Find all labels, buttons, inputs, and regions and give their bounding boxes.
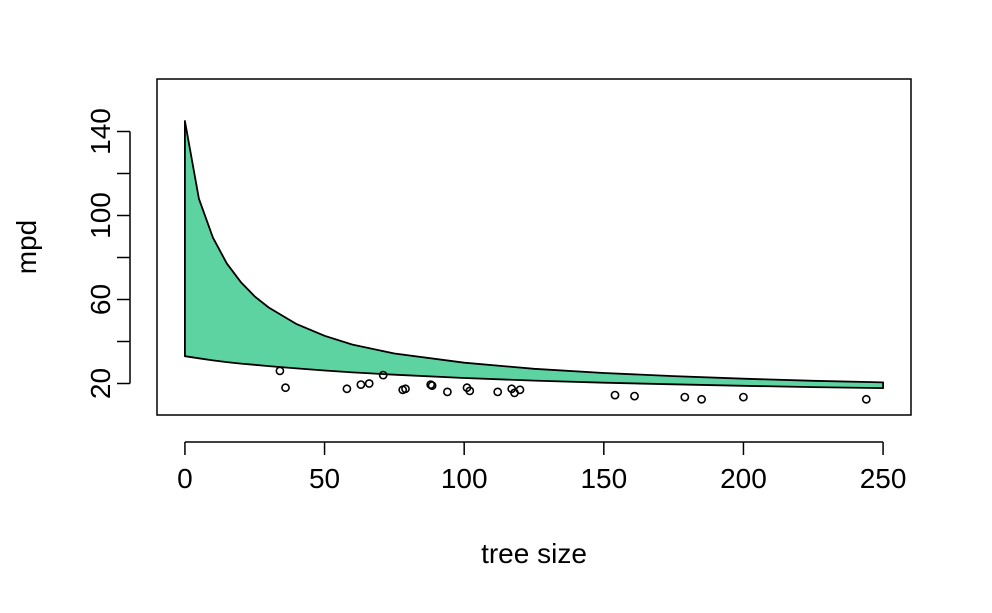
x-tick-label: 100: [441, 463, 488, 494]
data-point: [515, 385, 525, 395]
plot-frame: [156, 78, 912, 416]
data-point: [281, 383, 290, 393]
data-point: [680, 392, 690, 402]
data-point: [378, 370, 388, 380]
data-point: [739, 392, 748, 402]
data-point: [364, 379, 374, 388]
y-tick-label: 60: [85, 284, 116, 315]
data-point: [697, 394, 706, 404]
y-axis-label: mpd: [11, 220, 42, 274]
x-tick-label: 200: [720, 463, 767, 494]
axes-layer: 0 50 100 150 200 250 20 60 100 140: [85, 108, 906, 494]
data-point: [275, 366, 285, 376]
data-point: [465, 386, 475, 396]
data-point: [342, 384, 352, 394]
data-point: [610, 390, 620, 400]
data-point: [401, 384, 410, 394]
data-point: [630, 391, 639, 401]
y-tick-label: 140: [85, 108, 116, 155]
x-axis-label: tree size: [481, 538, 587, 569]
data-point: [442, 387, 452, 397]
data-point: [427, 381, 437, 390]
envelope-band-layer: [183, 120, 884, 390]
x-tick-label: 0: [177, 463, 193, 494]
data-point: [861, 394, 871, 404]
x-tick-label: 50: [309, 463, 340, 494]
scatter-points-layer: [275, 366, 871, 404]
x-tick-label: 150: [580, 463, 627, 494]
envelope-band: [183, 120, 884, 390]
y-tick-label: 20: [85, 368, 116, 399]
x-tick-label: 250: [860, 463, 907, 494]
data-point: [356, 380, 366, 389]
y-tick-label: 100: [85, 192, 116, 239]
data-point: [493, 387, 503, 397]
